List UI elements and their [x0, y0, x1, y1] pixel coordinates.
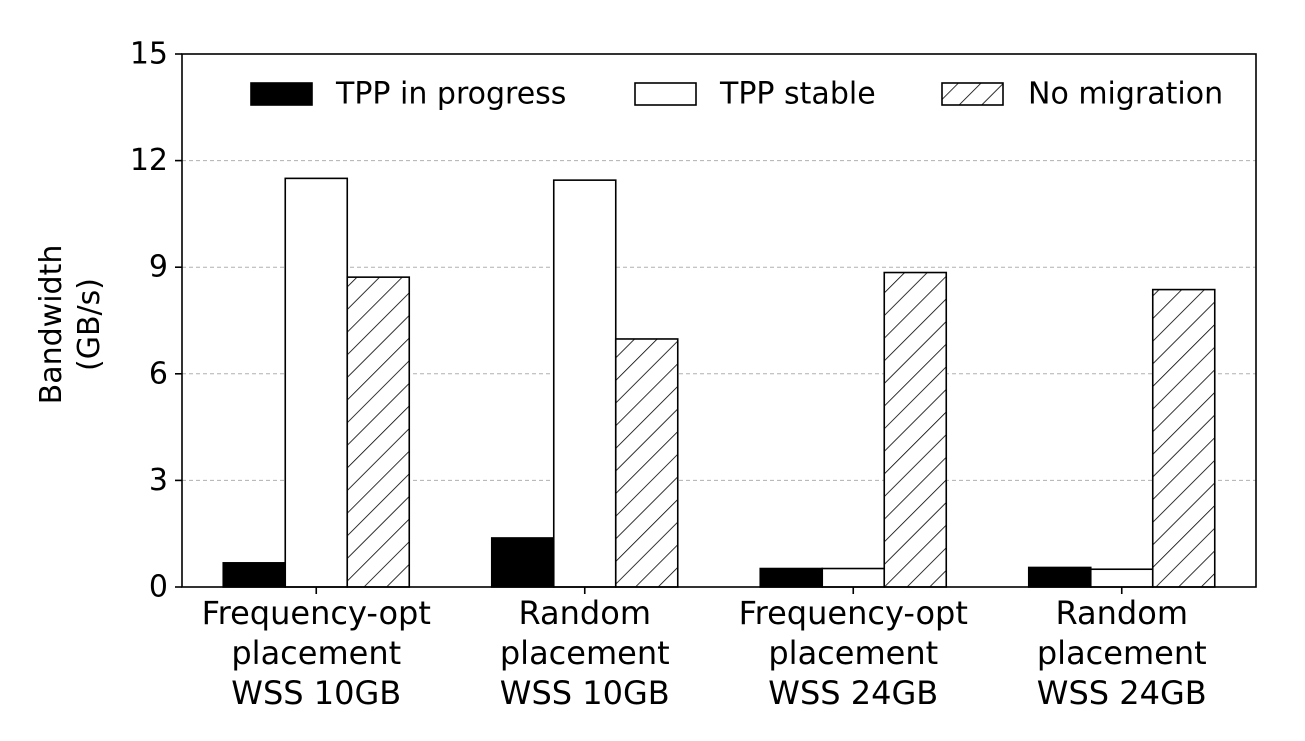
- bar: [1027, 566, 1092, 588]
- plot-frame: [181, 53, 1257, 588]
- x-tick-label: Frequency-opt placement WSS 10GB: [202, 594, 431, 712]
- y-tick-label: 9: [149, 250, 168, 285]
- bar: [821, 567, 886, 588]
- bar: [759, 567, 824, 588]
- bar: [1151, 288, 1216, 588]
- x-tick-label: Frequency-opt placement WSS 24GB: [739, 594, 968, 712]
- bar: [490, 537, 555, 588]
- legend-swatch: [941, 82, 1004, 106]
- y-tick-label: 15: [130, 37, 168, 72]
- y-axis-label: Bandwidth (GB/s): [34, 245, 107, 405]
- bar: [552, 179, 617, 588]
- x-tick-label: Random placement WSS 10GB: [500, 594, 670, 712]
- bar: [284, 177, 349, 588]
- legend-label: No migration: [1028, 77, 1223, 112]
- legend-swatch: [250, 82, 313, 106]
- x-tick-label: Random placement WSS 24GB: [1037, 594, 1207, 712]
- bar: [346, 276, 411, 588]
- y-tick-label: 0: [149, 570, 168, 605]
- axes: 0 3 6 9 12 15 Frequency-opt placement WSS 10GB Ra…: [130, 37, 1257, 712]
- y-tick-label: 12: [130, 143, 168, 178]
- bars: [222, 177, 1216, 588]
- legend-swatch: [634, 82, 697, 106]
- legend: TPP in progress TPP stable No migration: [250, 77, 1223, 112]
- bar: [222, 562, 287, 588]
- bar: [614, 338, 679, 588]
- bar: [1089, 568, 1154, 588]
- y-tick-label: 6: [149, 356, 168, 391]
- y-tick-label: 3: [149, 463, 168, 498]
- legend-label: TPP stable: [719, 77, 876, 112]
- bar: [883, 271, 948, 588]
- legend-label: TPP in progress: [335, 77, 566, 112]
- y-axis-title: Bandwidth (GB/s): [34, 245, 107, 405]
